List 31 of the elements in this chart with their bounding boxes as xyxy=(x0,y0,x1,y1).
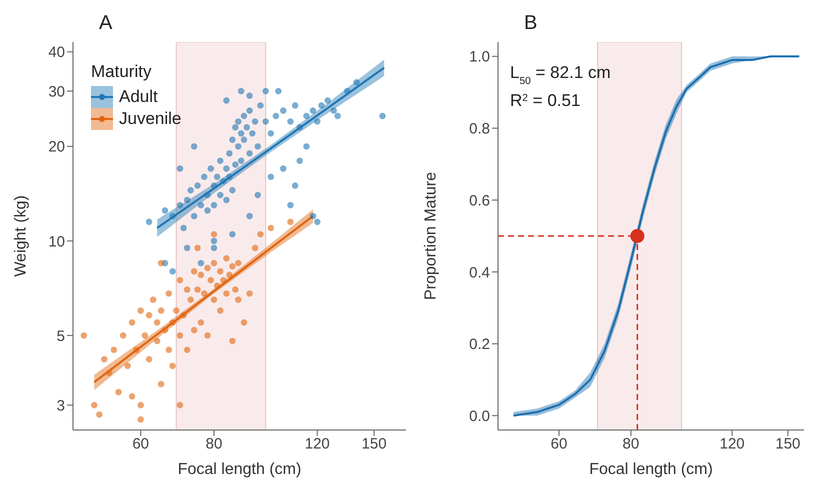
legend-label: Juvenile xyxy=(119,108,182,130)
y-tick-label: 0.0 xyxy=(469,408,490,425)
legend-title: Maturity xyxy=(91,62,152,82)
x-tick-label: 150 xyxy=(362,436,387,453)
x-tick-label: 120 xyxy=(720,436,745,453)
legend-label: Adult xyxy=(119,86,158,108)
y-axis-title: Proportion Mature xyxy=(422,172,440,300)
x-tick-label: 150 xyxy=(775,436,800,453)
chart-title: B xyxy=(524,12,538,35)
chart-title: A xyxy=(99,12,112,35)
x-tick-label: 80 xyxy=(206,436,222,453)
x-axis-title: Focal length (cm) xyxy=(178,461,302,478)
y-tick-label: 40 xyxy=(48,44,65,62)
x-tick-label: 60 xyxy=(550,436,568,453)
x-tick-label: 120 xyxy=(304,436,330,453)
y-tick-label: 30 xyxy=(48,83,65,100)
y-axis-title: Weight (kg) xyxy=(12,195,30,277)
y-tick-label: 0.4 xyxy=(469,264,490,282)
x-tick-label: 80 xyxy=(622,436,640,453)
x-axis-title: Focal length (cm) xyxy=(589,461,713,478)
y-tick-label: 20 xyxy=(48,138,65,156)
y-tick-label: 0.8 xyxy=(469,120,490,138)
annotation: L$_{50}$ = 82.1 cm xyxy=(510,63,611,86)
x-tick-label: 60 xyxy=(132,436,150,453)
y-tick-label: 3 xyxy=(56,397,65,414)
y-tick-label: 10 xyxy=(48,233,65,250)
y-tick-label: 0.2 xyxy=(469,336,490,354)
y-tick-label: 5 xyxy=(56,328,65,345)
y-tick-label: 0.6 xyxy=(469,192,490,210)
annotation: R$^{2}$ = 0.51 xyxy=(510,91,580,110)
y-tick-label: 1.0 xyxy=(469,48,490,66)
